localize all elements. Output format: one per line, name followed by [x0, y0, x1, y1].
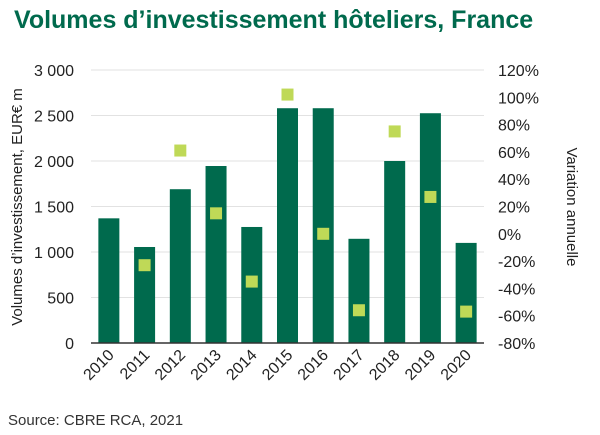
x-tick-label: 2012 [152, 347, 189, 384]
y2-tick-label: -40% [498, 281, 535, 298]
marker-2015 [281, 88, 294, 101]
y2-tick-label: -80% [498, 336, 535, 353]
x-tick-label: 2020 [438, 347, 475, 384]
marker-2018 [388, 125, 401, 138]
bar-2018 [384, 161, 406, 343]
y2-axis-label: Variation annuelle [563, 148, 580, 267]
bar-2010 [98, 218, 120, 343]
bar-2019 [419, 113, 441, 343]
y2-tick-label: -60% [498, 309, 535, 326]
bar-2015 [277, 108, 298, 343]
marker-2011 [138, 259, 151, 272]
y-tick-label: 1 000 [34, 245, 74, 262]
marker-2020 [460, 305, 473, 318]
y2-tick-label: 40% [498, 172, 530, 189]
y-tick-label: 0 [65, 336, 74, 353]
bar-2020 [455, 242, 477, 343]
y2-tick-label: 100% [498, 90, 539, 107]
y-tick-label: 500 [47, 291, 74, 308]
bar-2012 [169, 189, 191, 343]
x-tick-label: 2015 [259, 347, 296, 384]
x-tick-label: 2019 [402, 347, 439, 384]
y2-tick-label: 120% [498, 63, 539, 80]
y-tick-label: 3 000 [34, 63, 74, 80]
x-tick-label: 2017 [331, 347, 368, 384]
x-tick-label: 2018 [366, 347, 403, 384]
marker-2014 [245, 275, 258, 288]
y2-tick-label: 80% [498, 118, 530, 135]
bar-2017 [348, 238, 370, 343]
source-note: Source: CBRE RCA, 2021 [8, 412, 184, 429]
marker-2019 [424, 190, 437, 203]
y2-tick-label: 60% [498, 145, 530, 162]
x-tick-label: 2014 [223, 347, 260, 384]
bar-2013 [205, 166, 227, 343]
x-tick-label: 2010 [81, 347, 118, 384]
bar-2016 [312, 108, 334, 343]
marker-2016 [317, 227, 330, 240]
chart-title: Volumes d’investissement hôteliers, Fran… [14, 6, 534, 34]
y2-tick-label: 20% [498, 200, 530, 217]
x-tick-label: 2011 [117, 347, 153, 383]
y-tick-label: 1 500 [34, 200, 74, 217]
marker-2017 [352, 304, 365, 317]
marker-2012 [174, 144, 187, 157]
y-axis-label: Volumes d’investissement, EUR€ m [9, 88, 26, 326]
y2-tick-label: -20% [498, 254, 535, 271]
y-tick-label: 2 000 [34, 154, 74, 171]
x-tick-label: 2016 [295, 347, 332, 384]
marker-2013 [210, 207, 223, 220]
x-tick-label: 2013 [188, 347, 225, 384]
y2-tick-label: 0% [498, 227, 521, 244]
y-tick-label: 2 500 [34, 109, 74, 126]
